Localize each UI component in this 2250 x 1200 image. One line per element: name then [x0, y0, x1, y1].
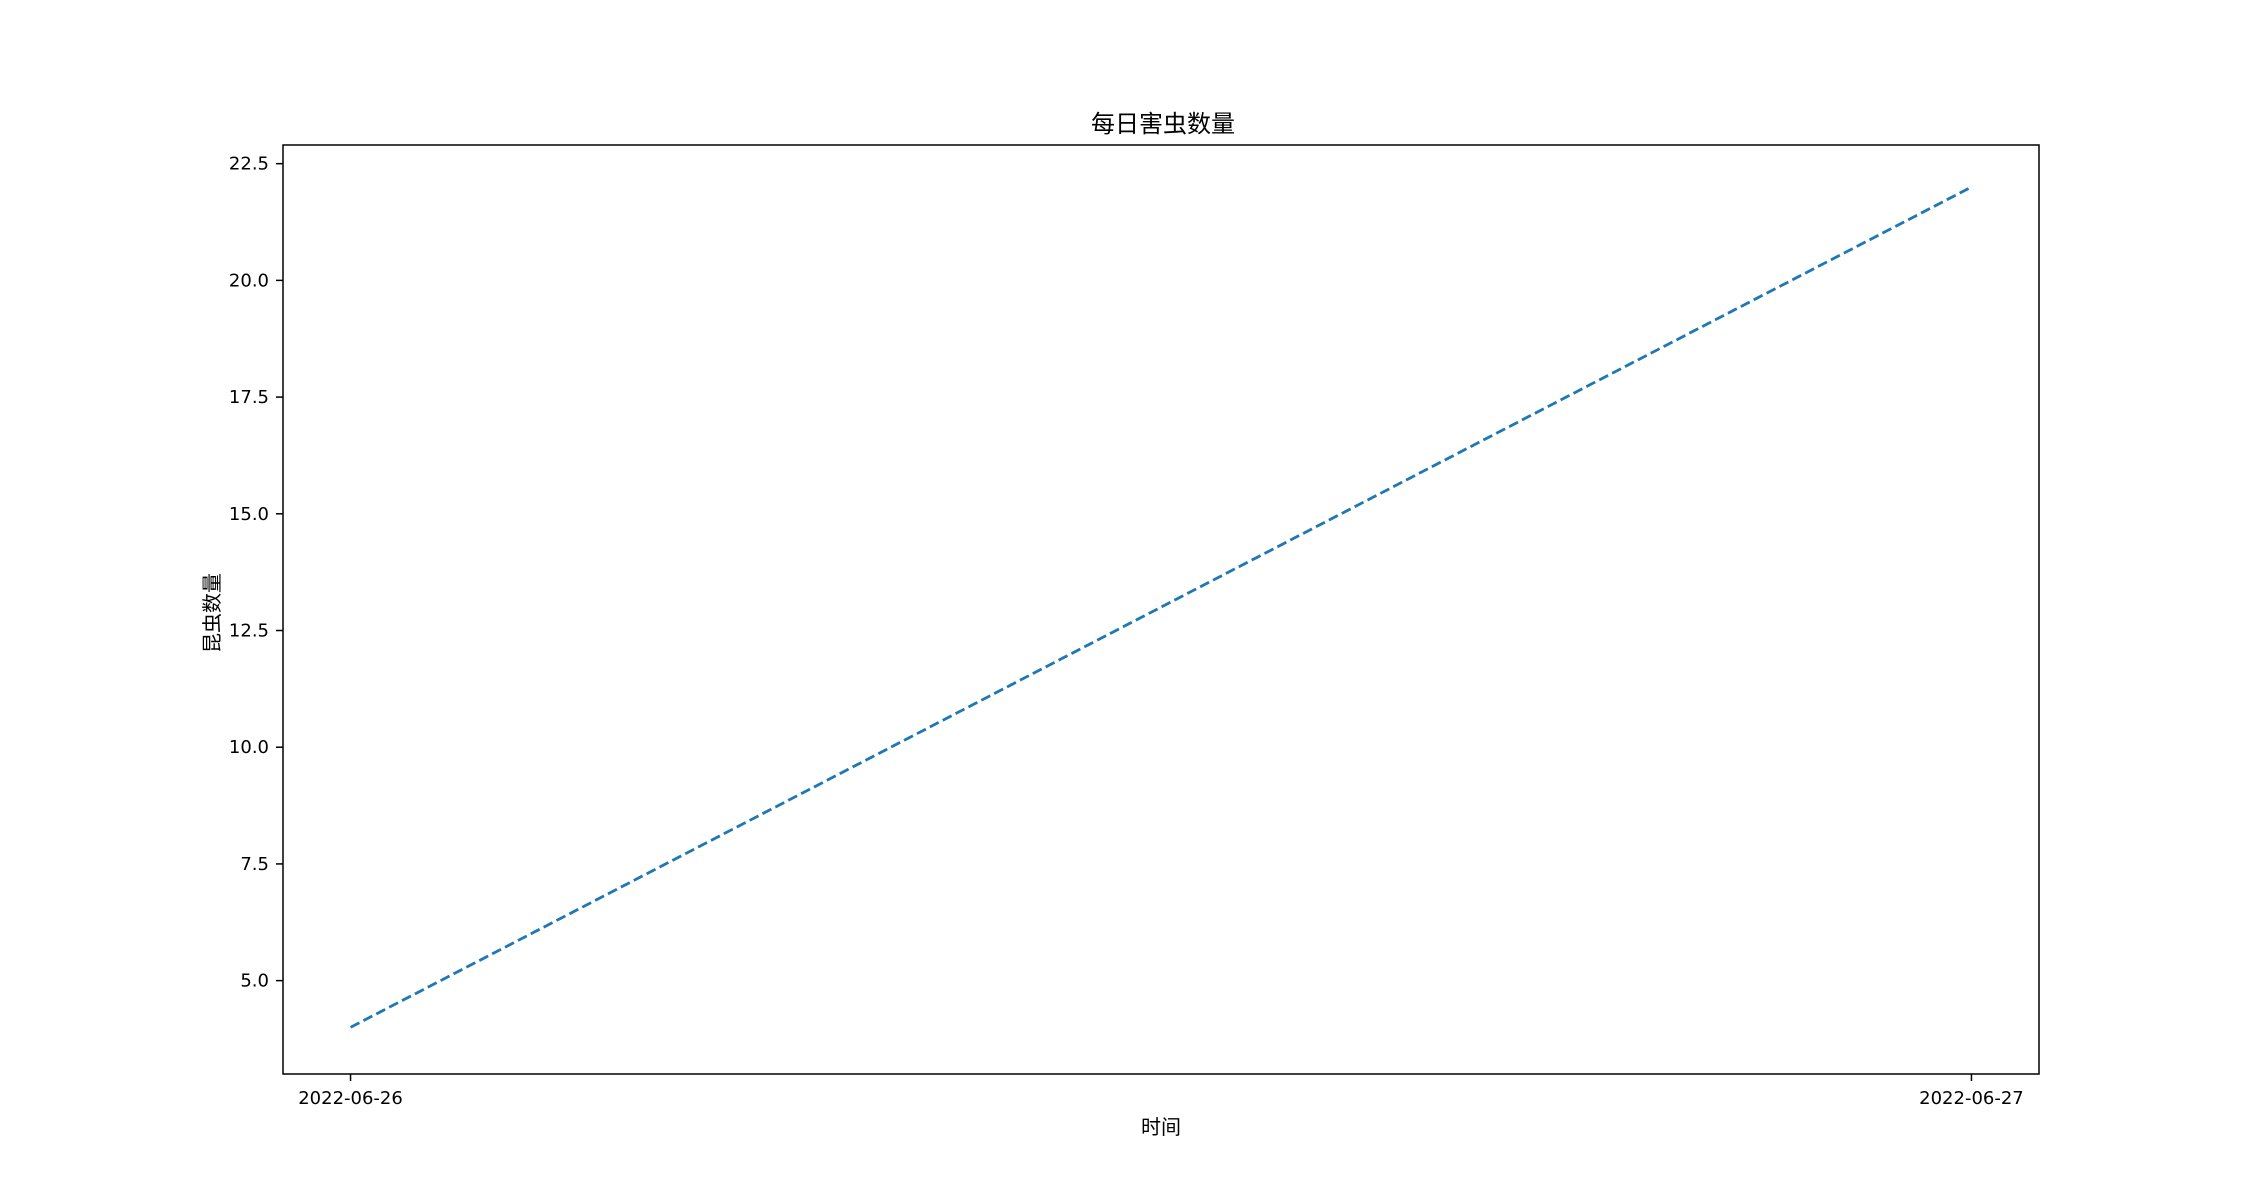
y-tick-label: 22.5 [229, 154, 269, 175]
y-tick-label: 15.0 [229, 504, 269, 525]
x-tick-label: 2022-06-27 [1919, 1088, 2024, 1109]
x-axis-ticks: 2022-06-26 2022-06-27 [298, 1074, 2024, 1109]
x-tick-label: 2022-06-26 [298, 1088, 403, 1109]
y-axis-ticks: 5.0 7.5 10.0 12.5 15.0 17.5 20.0 22.5 [229, 154, 283, 992]
axes-frame [282, 144, 2040, 1075]
y-tick-label: 10.0 [229, 737, 269, 758]
x-axis-label: 时间 [1141, 1115, 1181, 1139]
y-tick-label: 20.0 [229, 270, 269, 291]
chart-title: 每日害虫数量 [1091, 110, 1235, 138]
y-tick-label: 5.0 [240, 971, 269, 992]
y-tick-label: 17.5 [229, 387, 269, 408]
y-tick-label: 7.5 [240, 854, 269, 875]
y-tick-label: 12.5 [229, 621, 269, 642]
y-axis-label: 昆虫数量 [200, 573, 224, 653]
